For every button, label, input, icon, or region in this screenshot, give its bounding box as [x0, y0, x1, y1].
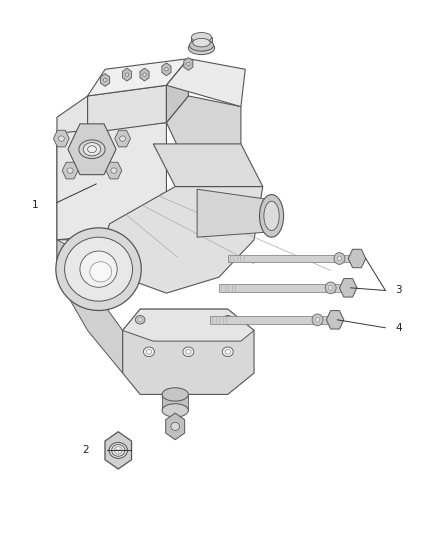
Ellipse shape [125, 73, 129, 76]
Ellipse shape [90, 262, 112, 282]
Polygon shape [57, 240, 88, 293]
Ellipse shape [83, 142, 101, 156]
Polygon shape [166, 59, 188, 123]
Polygon shape [123, 309, 254, 341]
Ellipse shape [56, 228, 141, 310]
Ellipse shape [162, 404, 188, 417]
Polygon shape [166, 96, 241, 171]
Polygon shape [101, 187, 263, 293]
Ellipse shape [112, 445, 125, 456]
Text: 3: 3 [395, 286, 402, 295]
Ellipse shape [264, 201, 279, 231]
Polygon shape [88, 59, 188, 96]
Ellipse shape [191, 33, 212, 42]
Ellipse shape [80, 251, 117, 287]
Ellipse shape [144, 347, 154, 357]
Ellipse shape [312, 314, 323, 326]
Ellipse shape [259, 195, 284, 237]
Ellipse shape [64, 237, 132, 301]
Polygon shape [123, 309, 254, 394]
Polygon shape [153, 144, 263, 187]
Ellipse shape [183, 347, 194, 357]
Text: 4: 4 [395, 323, 402, 333]
Ellipse shape [337, 256, 342, 261]
Polygon shape [57, 96, 88, 240]
Ellipse shape [135, 316, 145, 324]
Polygon shape [191, 37, 212, 48]
Ellipse shape [165, 68, 168, 71]
Ellipse shape [188, 41, 215, 55]
Ellipse shape [146, 350, 152, 354]
Ellipse shape [88, 146, 96, 152]
Text: 1: 1 [32, 200, 39, 210]
Polygon shape [88, 85, 166, 133]
Ellipse shape [120, 136, 126, 141]
Polygon shape [197, 189, 272, 237]
Ellipse shape [226, 318, 230, 322]
Text: 2: 2 [82, 446, 89, 455]
Ellipse shape [187, 62, 190, 66]
Polygon shape [166, 59, 245, 107]
Ellipse shape [225, 350, 230, 354]
Ellipse shape [334, 253, 345, 264]
Ellipse shape [223, 347, 233, 357]
Ellipse shape [103, 78, 107, 82]
Ellipse shape [325, 282, 336, 294]
Ellipse shape [162, 388, 188, 401]
Ellipse shape [143, 73, 146, 76]
Ellipse shape [111, 168, 117, 173]
Ellipse shape [190, 39, 214, 51]
Ellipse shape [58, 136, 64, 141]
Polygon shape [57, 240, 123, 373]
Polygon shape [210, 316, 333, 324]
Ellipse shape [328, 286, 333, 290]
Polygon shape [219, 284, 346, 292]
Ellipse shape [223, 316, 233, 324]
Ellipse shape [114, 447, 122, 454]
Ellipse shape [138, 318, 142, 322]
Ellipse shape [186, 350, 191, 354]
Polygon shape [228, 255, 355, 262]
Polygon shape [57, 123, 166, 240]
Ellipse shape [67, 168, 73, 173]
Ellipse shape [193, 38, 210, 47]
Ellipse shape [79, 140, 105, 159]
Ellipse shape [171, 422, 180, 431]
Ellipse shape [109, 442, 127, 458]
Polygon shape [162, 394, 188, 410]
Ellipse shape [315, 317, 320, 322]
